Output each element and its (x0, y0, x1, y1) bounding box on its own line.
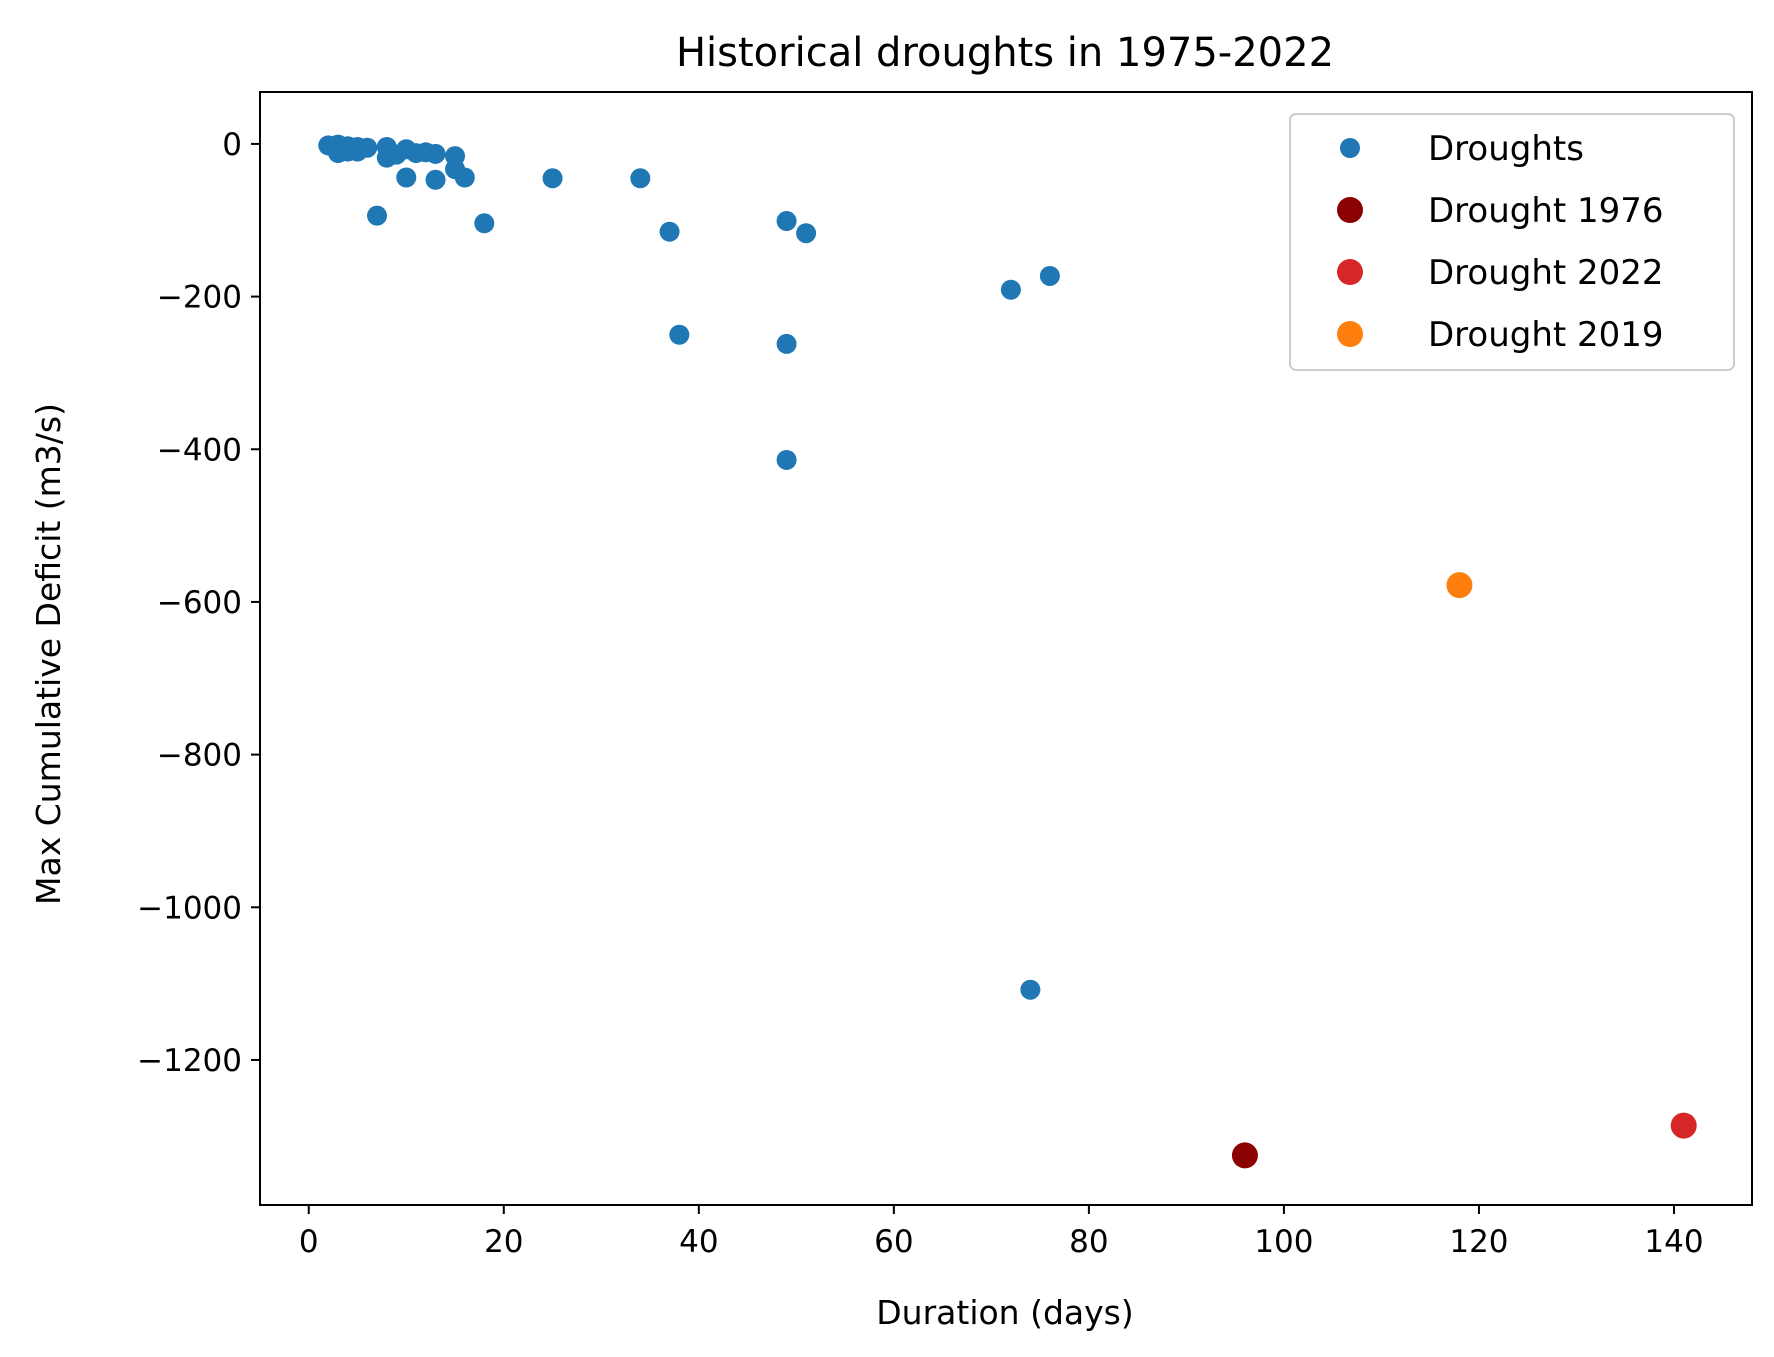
legend-marker (1337, 259, 1363, 285)
data-point (542, 168, 563, 189)
legend-marker (1340, 138, 1360, 158)
legend: Droughts Drought 1976 Drought 2022 Drought … (1289, 113, 1735, 371)
data-point (630, 168, 651, 189)
data-point (396, 167, 417, 188)
x-tick-label: 120 (1449, 1224, 1508, 1260)
legend-label: Drought 2019 (1428, 315, 1664, 355)
chart-title: Historical droughts in 1975-2022 (676, 30, 1334, 76)
data-point (474, 213, 495, 234)
data-point (1446, 572, 1473, 599)
y-axis-title: Max Cumulative Deficit (m3/s) (29, 403, 68, 905)
x-axis-title: Duration (days) (876, 1293, 1133, 1332)
data-point (776, 449, 797, 470)
data-point (1670, 1112, 1697, 1139)
plot-frame (259, 91, 1753, 1206)
x-tick-label: 140 (1644, 1224, 1703, 1260)
legend-label: Drought 1976 (1428, 191, 1664, 231)
data-point (669, 324, 690, 345)
series-drought-1976 (1231, 1142, 1258, 1169)
legend-label: Drought 2022 (1428, 253, 1664, 293)
y-tick-label: −1200 (137, 1043, 242, 1079)
x-tick-label: 0 (299, 1224, 319, 1260)
data-point (367, 205, 388, 226)
y-tick-label: −800 (157, 738, 242, 774)
series-droughts (318, 134, 1060, 1000)
x-tick-label: 20 (484, 1224, 523, 1260)
data-point (357, 137, 378, 158)
plot-area: 0 20 40 60 80 100 120 140 0 −200 −400 −600 −800 −1000… (137, 91, 1753, 1260)
data-point (659, 221, 680, 242)
x-tick-label: 60 (874, 1224, 913, 1260)
data-point (425, 143, 446, 164)
data-point (776, 333, 797, 354)
data-point (425, 169, 446, 190)
y-tick-label: −200 (157, 280, 242, 316)
data-point (776, 211, 797, 232)
legend-marker (1337, 197, 1363, 223)
data-point (1000, 279, 1021, 300)
data-point (796, 223, 817, 244)
data-point (1020, 979, 1041, 1000)
x-tick-label: 40 (679, 1224, 718, 1260)
series-drought-2019 (1446, 572, 1473, 599)
legend-label: Droughts (1428, 129, 1584, 169)
x-tick-label: 100 (1254, 1224, 1313, 1260)
legend-marker (1337, 321, 1363, 347)
series-drought-2022 (1670, 1112, 1697, 1139)
y-tick-label: −400 (157, 432, 242, 468)
x-tick-label: 80 (1069, 1224, 1108, 1260)
y-tick-label: 0 (222, 127, 242, 163)
data-point (454, 167, 475, 188)
y-tick-label: −1000 (137, 890, 242, 926)
data-point (1231, 1142, 1258, 1169)
legend-box (1289, 113, 1735, 371)
y-tick-label: −600 (157, 585, 242, 621)
data-point (1039, 265, 1060, 286)
